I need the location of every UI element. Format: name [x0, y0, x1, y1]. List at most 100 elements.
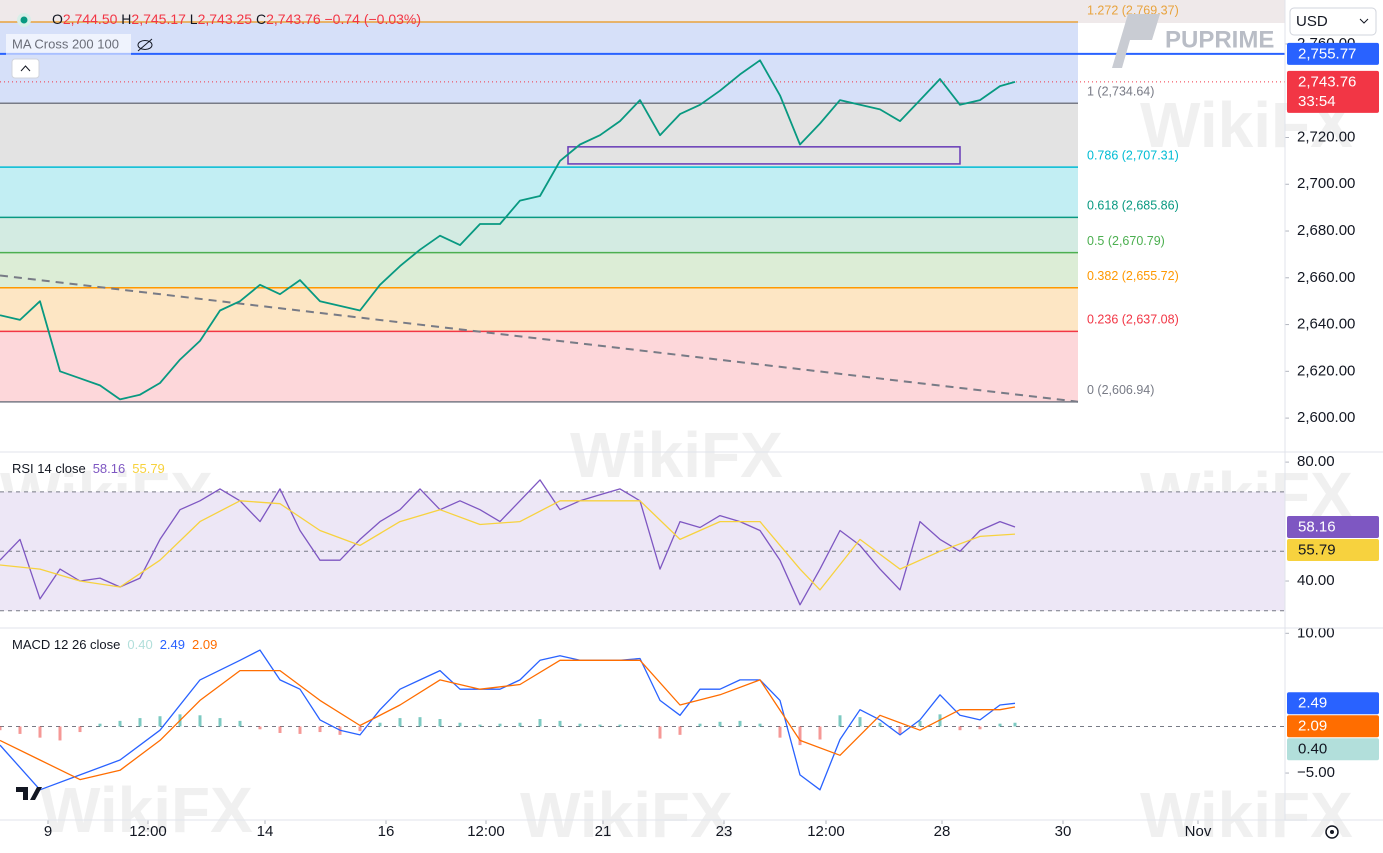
histogram-bar	[1013, 722, 1017, 727]
histogram-bar	[818, 726, 822, 740]
histogram-bar	[658, 726, 662, 739]
value-badge-label: 0.40	[1298, 741, 1327, 758]
fib-label: 0.5 (2,670.79)	[1087, 234, 1165, 248]
settings-icon-center	[1330, 830, 1334, 834]
tv-logo[interactable]	[16, 787, 42, 800]
histogram-bar	[438, 719, 442, 727]
x-tick-label: 16	[378, 823, 395, 840]
histogram-bar	[698, 723, 702, 727]
legend-value: 2,744.50	[63, 11, 118, 27]
histogram-bar	[598, 724, 602, 727]
fib-zone	[0, 287, 1078, 332]
x-tick-label: 23	[716, 823, 733, 840]
ohlc-legend: O2,744.50 H2,745.17 L2,743.25 C2,743.76 …	[52, 11, 421, 27]
histogram-bar	[478, 724, 482, 727]
value-badge-label: 2,755.77	[1298, 45, 1356, 62]
fib-zone	[0, 103, 1078, 168]
watermark: WikiFX	[520, 779, 733, 851]
histogram-bar	[98, 723, 102, 727]
y-tick-label: 2,660.00	[1297, 269, 1355, 286]
fib-label: 1.272 (2,769.37)	[1087, 3, 1179, 17]
value-badge-label: 55.79	[1298, 542, 1336, 559]
histogram-bar	[0, 726, 2, 731]
legend-value: 55.79	[132, 461, 165, 476]
currency-select[interactable]	[1289, 7, 1377, 36]
value-badge	[1287, 42, 1379, 65]
series-line	[0, 500, 1016, 591]
histogram-bar	[638, 725, 642, 727]
histogram-bar	[118, 720, 122, 727]
value-badge	[1287, 715, 1379, 738]
value-badge	[1287, 738, 1379, 761]
fib-label: 0.786 (2,707.31)	[1087, 148, 1179, 162]
value-badge	[1287, 539, 1379, 562]
histogram-bar	[898, 726, 902, 734]
fib-label: 1 (2,734.64)	[1087, 85, 1154, 99]
x-tick-label: 30	[1055, 823, 1072, 840]
x-tick-label: 12:00	[807, 823, 845, 840]
histogram-bar	[778, 726, 782, 738]
histogram-bar	[298, 726, 302, 734]
x-tick-label: Nov	[1185, 823, 1212, 840]
value-badge-label: 58.16	[1298, 519, 1336, 536]
y-tick-label: 80.00	[1297, 453, 1335, 470]
series-line	[0, 659, 1016, 781]
histogram-bar	[958, 726, 962, 731]
histogram-bar	[198, 715, 202, 727]
fib-label: 0 (2,606.94)	[1087, 383, 1154, 397]
settings-icon[interactable]	[1325, 825, 1339, 839]
fib-zone	[0, 252, 1078, 288]
collapse-button[interactable]	[11, 58, 40, 79]
histogram-bar	[218, 718, 222, 727]
legend-label: C	[256, 11, 266, 27]
legend-label: O	[52, 11, 63, 27]
histogram-bar	[878, 722, 882, 727]
plot-layer: 1.272 (2,769.37) 1 (2,734.64) 0.786 (2,707…	[0, 3, 1379, 840]
watermark: WikiFX	[40, 774, 253, 846]
brand: PUPRIME	[1165, 26, 1274, 53]
dropdown-icon	[1359, 18, 1369, 24]
legend-value: 58.16	[93, 461, 126, 476]
legend-label: H	[121, 11, 131, 27]
histogram-bar	[498, 723, 502, 727]
y-tick-label: 10.00	[1297, 624, 1335, 641]
fib-label: 0.382 (2,655.72)	[1087, 269, 1179, 283]
currency[interactable]: USD	[1296, 13, 1328, 30]
fib-zone	[0, 217, 1078, 253]
pane-legend: MACD 12 26 close 0.40 2.49 2.09	[12, 637, 217, 652]
histogram-bar	[558, 720, 562, 727]
value-badge	[1287, 70, 1379, 113]
histogram-bar	[258, 726, 262, 730]
legend-value: 2,743.25	[198, 11, 253, 27]
indicator-name[interactable]: MA Cross 200 100	[12, 36, 119, 51]
value-badge-label: 2.49	[1298, 695, 1327, 712]
y-tick-label: 2,680.00	[1297, 222, 1355, 239]
histogram-bar	[238, 720, 242, 727]
hide-icon[interactable]	[137, 38, 153, 52]
histogram-bar	[378, 722, 382, 727]
x-tick-label: 14	[257, 823, 274, 840]
histogram-bar	[858, 717, 862, 727]
histogram-bar	[278, 726, 282, 733]
value-badge	[1287, 516, 1379, 539]
indicator-badge[interactable]	[6, 34, 131, 55]
x-tick-label: 12:00	[129, 823, 167, 840]
histogram-bar	[358, 726, 362, 732]
top-strip	[0, 0, 1285, 23]
brand-logo	[1112, 14, 1160, 68]
histogram-bar	[138, 718, 142, 727]
histogram-bar	[998, 723, 1002, 727]
histogram-bar	[618, 724, 622, 727]
histogram-bar	[738, 720, 742, 727]
y-tick-label: 40.00	[1297, 572, 1335, 589]
countdown: 33:54	[1298, 93, 1336, 110]
histogram-bar	[678, 726, 682, 735]
histogram-bar	[578, 723, 582, 727]
legend-value: 0.40	[127, 637, 152, 652]
legend-value: 2,743.76	[266, 11, 321, 27]
x-tick-label: 9	[44, 823, 52, 840]
x-tick-label: 12:00	[467, 823, 505, 840]
histogram-bar	[798, 726, 802, 746]
collapse-icon	[20, 65, 31, 72]
pane-legend: RSI 14 close 58.16 55.79	[12, 461, 165, 476]
